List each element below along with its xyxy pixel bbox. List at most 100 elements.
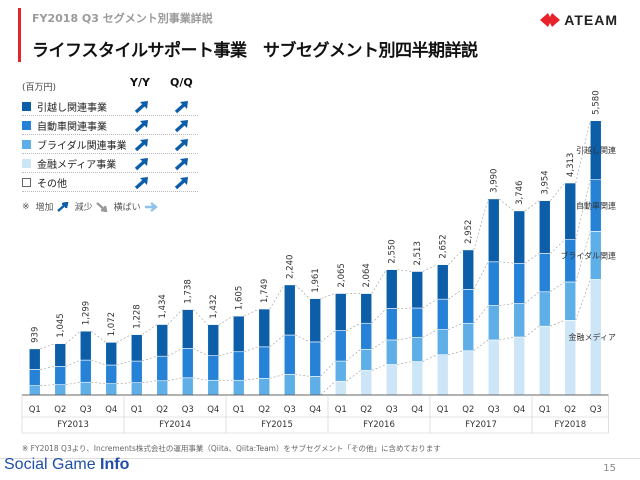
total-label: 1,749: [260, 279, 270, 303]
series-connector: [524, 200, 540, 212]
bar-segment: [258, 346, 271, 379]
total-label: 2,513: [413, 241, 423, 265]
bar-segment: [156, 324, 169, 357]
bar-segment: [513, 336, 526, 396]
page-number: 15: [603, 463, 616, 474]
x-tick-label: Q1: [437, 405, 449, 415]
legend-item: 金融メディア事業: [22, 154, 116, 172]
bar-segment: [487, 261, 500, 306]
total-label: 3,990: [490, 169, 500, 193]
series-connector: [499, 198, 514, 212]
arrow-key: ※ 増加 減少 横ばい: [22, 200, 158, 213]
bar-segment: [130, 334, 143, 362]
bar-segment: [334, 293, 347, 331]
series-connector: [295, 374, 310, 377]
total-label: 2,652: [439, 234, 449, 258]
bar-segment: [564, 281, 577, 321]
series-connector: [575, 231, 591, 283]
x-tick-label: Q2: [564, 405, 576, 415]
series-connector: [320, 360, 336, 377]
legend-item: 自動車関連事業: [22, 116, 107, 134]
series-connector: [473, 305, 489, 324]
bar-segment: [564, 182, 577, 240]
legend-item: 引越し関連事業: [22, 97, 107, 115]
bar-segment: [462, 350, 475, 396]
bar-segment: [538, 200, 551, 254]
series-connector: [320, 381, 336, 396]
bar-segment: [436, 354, 449, 396]
x-tick-label: Q3: [488, 405, 500, 415]
x-tick-label: Q1: [131, 405, 143, 415]
bar-segment: [156, 355, 169, 382]
series-connector: [524, 325, 540, 338]
bar-segment: [283, 284, 296, 336]
legend-label: その他: [37, 178, 67, 190]
series-connector: [371, 308, 387, 324]
bar-segment: [105, 383, 118, 396]
series-connector: [473, 261, 489, 290]
fiscal-year-label: FY2015: [261, 420, 293, 430]
series-connector: [524, 253, 540, 264]
total-label: 2,550: [388, 239, 398, 263]
legend-label: 自動車関連事業: [37, 121, 107, 133]
bar-segment: [28, 385, 41, 396]
bar-segment: [207, 324, 220, 356]
legend-label: 引越し関連事業: [37, 102, 107, 114]
bar-segment: [54, 366, 67, 385]
key-increase-label: 増加: [35, 203, 54, 213]
series-connector: [65, 359, 81, 367]
bar-segment: [487, 305, 500, 341]
x-tick-label: Q1: [29, 405, 41, 415]
bar-segment: [309, 341, 322, 377]
legend-qq-arrow-icon: [174, 99, 190, 118]
legend-swatch: [22, 177, 31, 187]
bar-segment: [462, 289, 475, 324]
series-connector: [244, 308, 259, 317]
bar-segment: [130, 360, 143, 384]
series-label: 金融メディア: [569, 332, 616, 342]
series-connector: [524, 291, 540, 304]
bar-segment: [564, 319, 577, 396]
x-tick-label: Q3: [386, 405, 398, 415]
key-decrease-label: 減少: [74, 203, 93, 213]
bar-segment: [181, 309, 194, 349]
series-connector: [295, 284, 310, 299]
series-connector: [448, 322, 463, 330]
series-connector: [193, 309, 208, 325]
series-connector: [448, 289, 463, 300]
series-connector: [142, 324, 157, 335]
total-label: 3,746: [515, 181, 525, 205]
bar-segment: [309, 376, 322, 396]
unit-label: (百万円): [22, 83, 57, 93]
bar-segment: [513, 210, 526, 264]
footnote: ※ FY2018 Q3より、Increments株式会社の運用事業（Qiita、…: [22, 444, 441, 453]
series-connector: [371, 269, 387, 294]
series-connector: [473, 339, 489, 352]
company-logo: ATEAM: [540, 12, 618, 28]
series-connector: [116, 382, 132, 384]
series-connector: [499, 336, 514, 341]
total-label: 1,045: [56, 313, 66, 337]
series-connector: [244, 377, 259, 381]
legend-qq-arrow-icon: [174, 175, 190, 194]
bar-segment: [309, 298, 322, 343]
header-accent-bar: [18, 8, 21, 62]
x-tick-label: Q3: [182, 405, 194, 415]
bar-segment: [436, 264, 449, 300]
bar-segment: [54, 343, 67, 367]
bar-segment: [360, 293, 373, 324]
x-tick-label: Q3: [284, 405, 296, 415]
total-label: 1,434: [158, 294, 168, 318]
fiscal-year-label: FY2013: [57, 420, 89, 430]
series-connector: [499, 261, 514, 264]
page-subtitle: FY2018 Q3 セグメント別事業詳説: [32, 12, 213, 25]
bar-segment: [283, 334, 296, 375]
down-arrow-icon: [95, 201, 108, 212]
total-label: 3,954: [541, 170, 551, 194]
series-connector: [422, 264, 438, 272]
bar-segment: [411, 361, 424, 396]
bar-segment: [181, 348, 194, 379]
legend-label: 金融メディア事業: [37, 159, 117, 171]
series-connector: [371, 364, 387, 371]
series-connector: [397, 269, 412, 272]
